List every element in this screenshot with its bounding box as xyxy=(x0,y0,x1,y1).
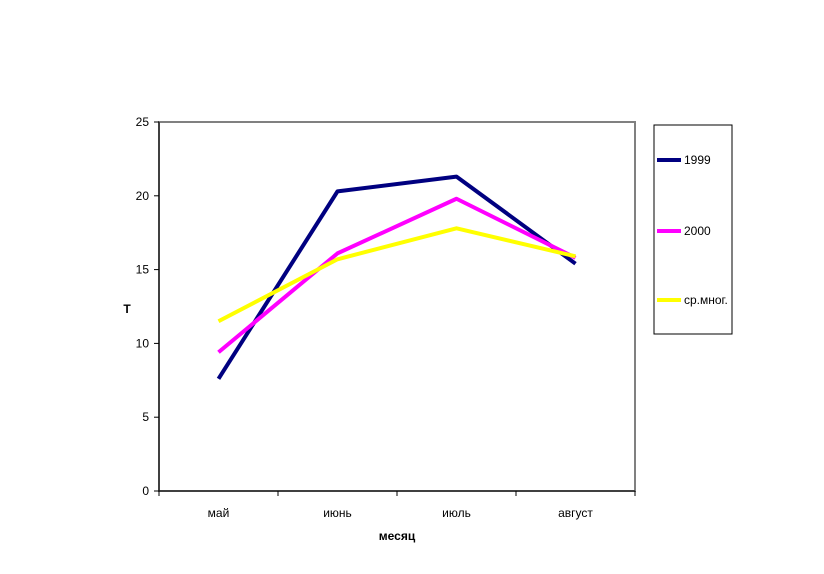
series-lines xyxy=(216,174,577,380)
x-tick-label: июнь xyxy=(323,506,352,520)
x-tick-label: август xyxy=(558,506,593,520)
series-line-2 xyxy=(217,226,576,324)
y-tick-label: 10 xyxy=(136,336,150,350)
legend-label: 1999 xyxy=(684,153,711,167)
series-line-0 xyxy=(216,174,577,380)
y-tick-label: 20 xyxy=(136,189,150,203)
x-axis-title: месяц xyxy=(379,529,416,543)
y-axis-title: Т xyxy=(123,302,131,316)
legend-label: ср.мног. xyxy=(684,293,728,307)
y-axis-ticks: 0 5 10 15 20 25 xyxy=(136,115,159,498)
series-line-1 xyxy=(217,196,577,354)
y-tick-label: 15 xyxy=(136,263,150,277)
x-axis-ticks: май июнь июль август xyxy=(158,491,636,520)
y-tick-label: 0 xyxy=(142,484,149,498)
x-tick-label: май xyxy=(208,506,230,520)
plot-frame xyxy=(158,121,636,492)
x-tick-label: июль xyxy=(442,506,471,520)
legend-label: 2000 xyxy=(684,224,711,238)
y-tick-label: 5 xyxy=(142,410,149,424)
y-tick-label: 25 xyxy=(136,115,150,129)
legend: 1999 2000 ср.мног. xyxy=(653,124,733,335)
plot-area xyxy=(158,121,636,492)
